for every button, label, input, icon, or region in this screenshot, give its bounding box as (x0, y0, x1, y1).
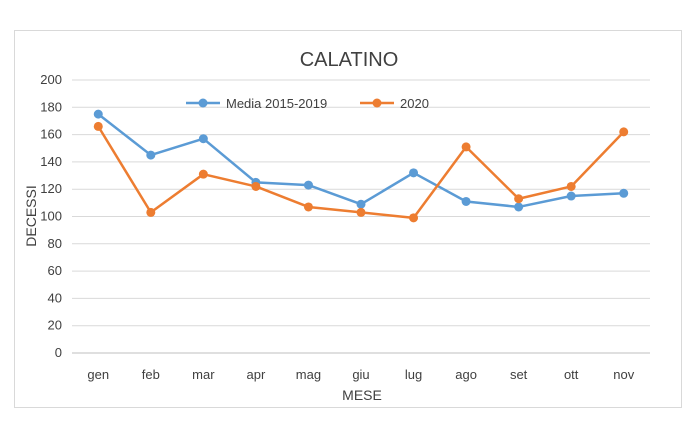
data-point (461, 142, 471, 152)
x-axis-ticks: gen feb mar apr mag giu lug ago set ott nov (87, 367, 634, 382)
data-point (303, 180, 313, 190)
y-tick-label: 60 (48, 263, 62, 278)
data-point (198, 169, 208, 179)
x-tick-label: giu (352, 367, 369, 382)
y-tick-label: 160 (40, 127, 62, 142)
data-point (409, 213, 419, 223)
legend-item: 2020 (360, 96, 429, 111)
x-tick-label: feb (142, 367, 160, 382)
data-point (251, 181, 261, 191)
data-point (93, 121, 103, 131)
y-axis-title: DECESSI (23, 185, 39, 246)
x-tick-label: mag (296, 367, 321, 382)
data-point (566, 191, 576, 201)
legend-label: 2020 (400, 96, 429, 111)
legend-marker (198, 98, 208, 108)
y-tick-label: 100 (40, 209, 62, 224)
x-tick-label: ott (564, 367, 579, 382)
data-point (93, 109, 103, 119)
y-tick-label: 120 (40, 181, 62, 196)
data-point (146, 150, 156, 160)
data-point (303, 202, 313, 212)
y-tick-label: 180 (40, 99, 62, 114)
x-tick-label: ago (455, 367, 477, 382)
data-point (566, 181, 576, 191)
x-tick-label: lug (405, 367, 422, 382)
y-tick-label: 200 (40, 72, 62, 87)
chart-title: CALATINO (300, 49, 399, 71)
legend-marker (372, 98, 382, 108)
chart-frame (14, 30, 682, 408)
data-point (619, 188, 629, 198)
y-tick-label: 0 (55, 345, 62, 360)
legend-label: Media 2015-2019 (226, 96, 327, 111)
data-point (356, 199, 366, 209)
legend: Media 2015-2019 2020 (186, 96, 429, 111)
data-point (514, 202, 524, 212)
data-point (198, 134, 208, 144)
y-tick-label: 80 (48, 236, 62, 251)
data-point (409, 168, 419, 178)
data-point (146, 207, 156, 217)
y-tick-label: 20 (48, 318, 62, 333)
series-1 (93, 121, 629, 223)
legend-item: Media 2015-2019 (186, 96, 327, 111)
data-point (619, 127, 629, 137)
y-tick-label: 140 (40, 154, 62, 169)
x-tick-label: apr (247, 367, 266, 382)
data-point (356, 207, 366, 217)
x-tick-label: set (510, 367, 528, 382)
data-point (514, 194, 524, 204)
grid-lines (72, 79, 650, 354)
y-axis-ticks: 0 20 40 60 80 100 120 140 160 180 200 (40, 72, 62, 360)
data-point (461, 196, 471, 206)
x-tick-label: mar (192, 367, 215, 382)
y-tick-label: 40 (48, 290, 62, 305)
x-axis-title: MESE (342, 387, 382, 403)
x-tick-label: gen (87, 367, 109, 382)
series-layer (93, 109, 629, 223)
x-tick-label: nov (613, 367, 634, 382)
